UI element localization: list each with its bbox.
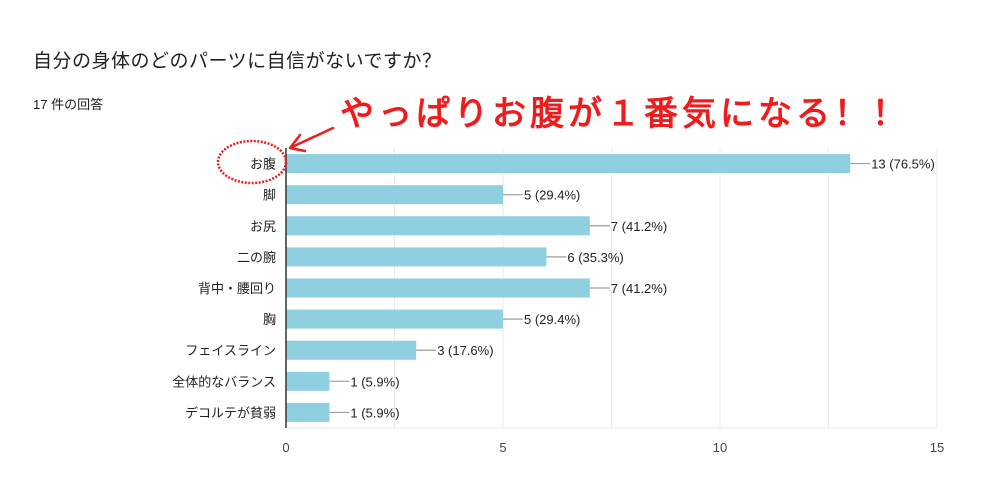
category-label: 脚	[263, 188, 276, 203]
response-count: 17 件の回答	[33, 97, 104, 112]
bars: お腹 13 (76.5%) 脚 5 (29.4%) お尻 7 (41.2%) 二の腕 6 (3…	[172, 154, 935, 422]
value-label: 3 (17.6%)	[437, 343, 493, 358]
category-label: フェイスライン	[185, 343, 276, 358]
value-label: 7 (41.2%)	[611, 281, 667, 296]
axis: 0 5 10 15	[282, 148, 944, 455]
value-label: 1 (5.9%)	[350, 405, 399, 420]
category-label: 背中・腰回り	[198, 281, 276, 296]
bar	[286, 247, 547, 267]
value-label: 5 (29.4%)	[524, 312, 580, 327]
x-tick-label: 0	[282, 440, 289, 455]
bar	[286, 278, 590, 298]
bar	[286, 371, 330, 391]
annotation-overlay	[216, 126, 335, 185]
bar	[286, 340, 417, 360]
x-tick-label: 5	[499, 440, 506, 455]
category-label: デコルテが貧弱	[185, 405, 276, 420]
bar	[286, 185, 503, 205]
x-tick-label: 15	[930, 440, 944, 455]
x-tick-label: 10	[713, 440, 727, 455]
category-label: 全体的なバランス	[172, 374, 276, 389]
annotation-text: やっぱりお腹が１番気になる！！	[340, 94, 910, 134]
chart-title: 自分の身体のどのパーツに自信がないですか？	[33, 51, 442, 72]
category-label: お尻	[250, 219, 276, 234]
category-label: 胸	[263, 312, 276, 327]
value-label: 5 (29.4%)	[524, 188, 580, 203]
arrow-icon	[288, 126, 335, 153]
bar	[286, 402, 330, 422]
bar	[286, 154, 851, 174]
value-label: 7 (41.2%)	[611, 219, 667, 234]
value-label: 13 (76.5%)	[871, 157, 935, 172]
category-label: 二の腕	[237, 250, 276, 265]
category-label: お腹	[250, 157, 276, 172]
bar	[286, 216, 590, 236]
highlight-circle-icon	[216, 139, 288, 185]
value-label: 6 (35.3%)	[567, 250, 623, 265]
value-label: 1 (5.9%)	[350, 374, 399, 389]
bar	[286, 309, 503, 329]
